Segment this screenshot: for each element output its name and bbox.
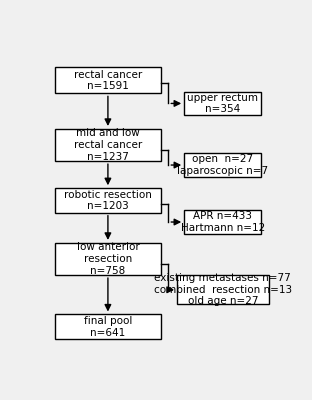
Text: rectal cancer
n=1591: rectal cancer n=1591 <box>74 70 142 91</box>
Text: robotic resection
n=1203: robotic resection n=1203 <box>64 190 152 211</box>
FancyBboxPatch shape <box>55 188 161 213</box>
Text: APR n=433
Hartmann n=12: APR n=433 Hartmann n=12 <box>181 211 265 233</box>
FancyBboxPatch shape <box>184 210 261 234</box>
Text: open  n=27
laparoscopic n=7: open n=27 laparoscopic n=7 <box>177 154 268 176</box>
Text: upper rectum
n=354: upper rectum n=354 <box>187 93 258 114</box>
FancyBboxPatch shape <box>55 67 161 94</box>
Text: low anterior
resection
n=758: low anterior resection n=758 <box>76 242 139 276</box>
Text: final pool
n=641: final pool n=641 <box>84 316 132 338</box>
FancyBboxPatch shape <box>55 129 161 161</box>
Text: mid and low
rectal cancer
n=1237: mid and low rectal cancer n=1237 <box>74 128 142 162</box>
FancyBboxPatch shape <box>184 153 261 177</box>
FancyBboxPatch shape <box>184 92 261 115</box>
Text: existing metastases n=77
combined  resection n=13
old age n=27: existing metastases n=77 combined resect… <box>154 273 292 306</box>
FancyBboxPatch shape <box>55 314 161 339</box>
FancyBboxPatch shape <box>55 243 161 275</box>
FancyBboxPatch shape <box>177 275 269 304</box>
